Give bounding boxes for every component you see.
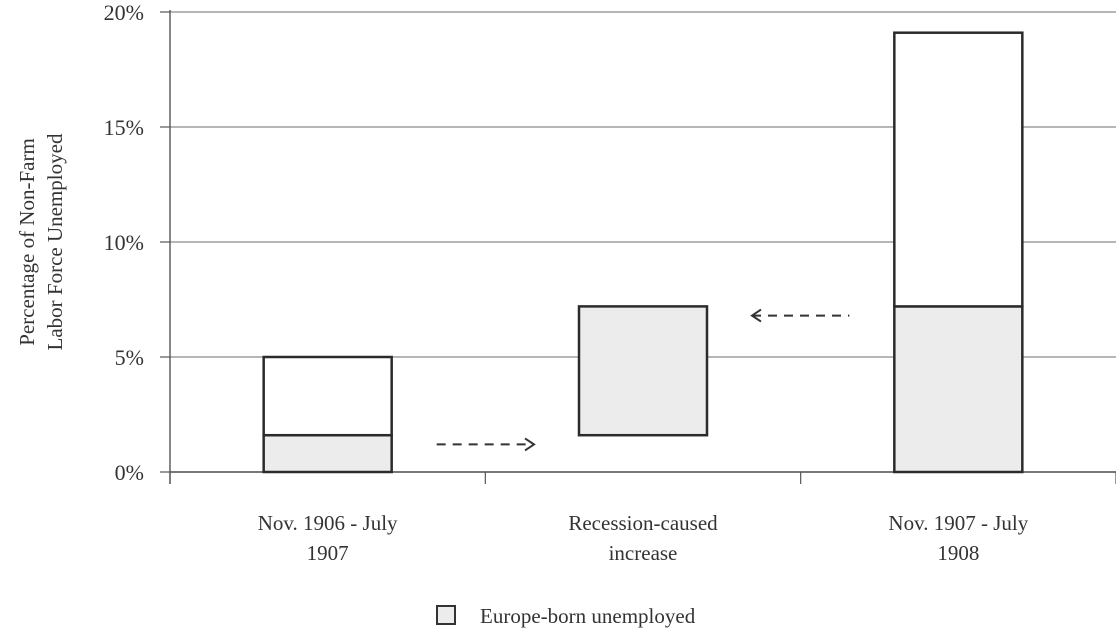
bars <box>262 31 1024 474</box>
y-tick-label: 20% <box>104 0 144 25</box>
y-tick-label: 10% <box>104 230 144 255</box>
bar-segment-other <box>893 31 1024 308</box>
category-label: Nov. 1906 - July <box>258 511 398 535</box>
y-axis-title-line-1: Percentage of Non-Farm <box>15 138 39 346</box>
legend: Europe-born unemployed <box>436 604 696 628</box>
bar-segment-europe <box>262 433 393 474</box>
y-tick-label: 15% <box>104 115 144 140</box>
category-label: increase <box>609 541 678 565</box>
y-tick-label: 0% <box>115 460 144 485</box>
arrow-head-right <box>524 437 536 452</box>
y-axis-title: Percentage of Non-Farm Labor Force Unemp… <box>15 133 67 350</box>
bar-segment-europe <box>893 305 1024 474</box>
arrow-head-left <box>750 308 762 323</box>
category-labels: Nov. 1906 - July 1907 Recession-caused incr… <box>258 511 1029 565</box>
y-tick-label: 5% <box>115 345 144 370</box>
category-label: Recession-caused <box>568 511 718 535</box>
category-label: Nov. 1907 - July <box>888 511 1028 535</box>
legend-label-europe-born: Europe-born unemployed <box>480 604 696 628</box>
annotation-arrows <box>436 308 850 452</box>
bar-segment-other <box>262 355 393 437</box>
bar-segment-europe <box>577 305 709 437</box>
category-label: 1907 <box>307 541 349 565</box>
y-axis-title-line-2: Labor Force Unemployed <box>43 133 67 350</box>
legend-swatch-europe-born <box>436 605 456 625</box>
category-label: 1908 <box>937 541 979 565</box>
y-axis-ticks: 0% 5% 10% 15% 20% <box>104 0 170 485</box>
